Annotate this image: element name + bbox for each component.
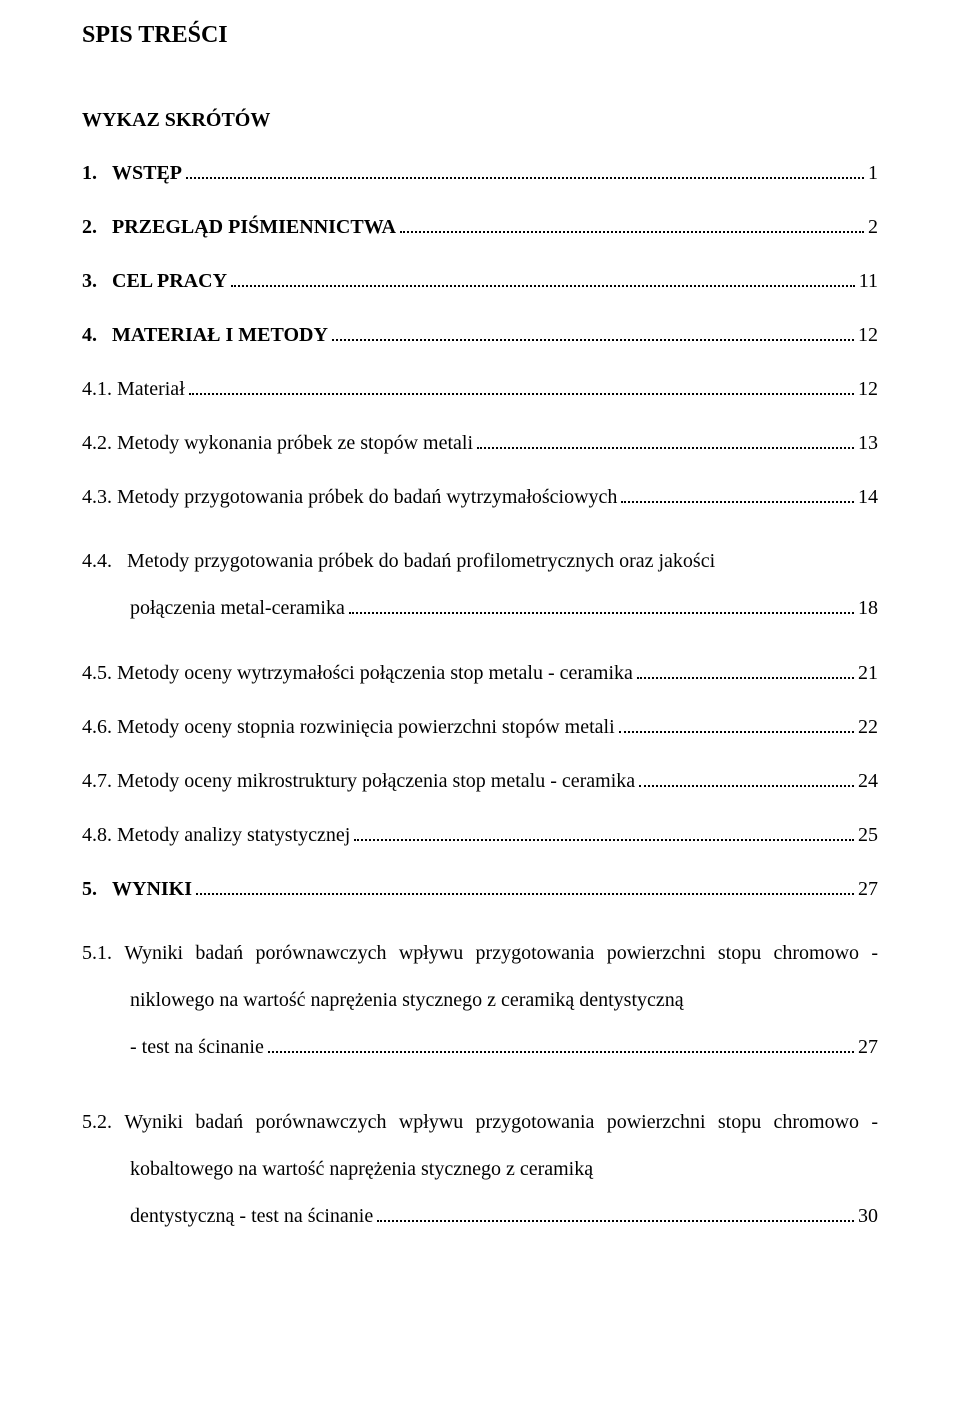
toc-leader [189,393,854,395]
toc-entry: 4.2. Metody wykonania próbek ze stopów m… [82,430,878,456]
toc-entry: 5. WYNIKI 27 [82,876,878,902]
toc-entry: 4. MATERIAŁ I METODY 12 [82,322,878,348]
toc-leader [186,177,864,179]
toc-label: Metody wykonania próbek ze stopów metali [117,430,473,456]
toc-leader [621,501,854,503]
toc-leader [619,731,854,733]
toc-page: 11 [859,268,878,294]
toc-number: 4.8. [82,822,112,848]
toc-page: 14 [858,484,878,510]
toc-leader [349,612,854,614]
toc-number: 5.2. [82,1111,112,1133]
toc-number: 4.6. [82,714,112,740]
toc-entry: 4.4. Metody przygotowania próbek do bada… [82,538,878,632]
toc-label: 5.2. Wyniki badań porównawczych wpływu p… [82,1111,878,1180]
toc-number: 5.1. [82,942,112,964]
toc-leader [400,231,864,233]
toc-label-tail: - test na ścinanie [130,1024,264,1071]
toc-label-tail: dentystyczną - test na ścinanie [130,1193,373,1240]
page-title: SPIS TREŚCI [82,22,878,49]
toc-label: Metody oceny wytrzymałości połączenia st… [117,660,633,686]
toc-label-tail: połączenia metal-ceramika [130,585,345,632]
toc-leader [639,785,854,787]
toc-leader [231,285,855,287]
toc-page: 12 [858,376,878,402]
toc-leader [354,839,854,841]
toc-label: WYNIKI [112,876,192,902]
toc-page: 27 [858,876,878,902]
toc-entry: 5.2. Wyniki badań porównawczych wpływu p… [82,1099,878,1240]
toc-number: 4.1. [82,376,112,402]
toc-number: 4.3. [82,484,112,510]
toc-label: WSTĘP [112,160,182,186]
toc-number: 4.5. [82,660,112,686]
toc-page: 27 [858,1024,878,1071]
toc-label: Metody oceny mikrostruktury połączenia s… [117,768,635,794]
toc-entry: 5.1. Wyniki badań porównawczych wpływu p… [82,930,878,1071]
toc-page: 13 [858,430,878,456]
toc-label: Materiał [117,376,185,402]
toc-leader [637,677,854,679]
toc-leader [477,447,854,449]
toc-label: MATERIAŁ I METODY [112,322,328,348]
toc-entry: 4.7. Metody oceny mikrostruktury połącze… [82,768,878,794]
toc-entry: 1. WSTĘP 1 [82,160,878,186]
toc-label: Metody analizy statystycznej [117,822,350,848]
toc-page: 21 [858,660,878,686]
toc-entry: 4.6. Metody oceny stopnia rozwinięcia po… [82,714,878,740]
toc-number: 4.2. [82,430,112,456]
toc-entry: 4.1. Materiał 12 [82,376,878,402]
toc-entry: 4.5. Metody oceny wytrzymałości połączen… [82,660,878,686]
toc-entry: 3. CEL PRACY 11 [82,268,878,294]
toc-label: 4.4. Metody przygotowania próbek do bada… [82,550,715,572]
toc-number: 4.4. [82,550,112,572]
toc-entry: 4.3. Metody przygotowania próbek do bada… [82,484,878,510]
toc-label: 5.1. Wyniki badań porównawczych wpływu p… [82,942,878,1011]
toc-page: 22 [858,714,878,740]
toc-list: 1. WSTĘP 1 2. PRZEGLĄD PIŚMIENNICTWA 2 3… [82,160,878,1240]
toc-label: CEL PRACY [112,268,227,294]
toc-leader [196,893,854,895]
toc-page: 1 [868,160,878,186]
toc-label: Metody przygotowania próbek do badań wyt… [117,484,617,510]
toc-page: 12 [858,322,878,348]
toc-leader [268,1051,854,1053]
abbreviations-heading: WYKAZ SKRÓTÓW [82,109,878,132]
toc-number: 1. [82,160,97,186]
toc-leader [377,1220,854,1222]
toc-number: 4. [82,322,97,348]
toc-number: 2. [82,214,97,240]
toc-page: 30 [858,1193,878,1240]
toc-leader [332,339,854,341]
toc-label: Metody oceny stopnia rozwinięcia powierz… [117,714,615,740]
toc-entry: 2. PRZEGLĄD PIŚMIENNICTWA 2 [82,214,878,240]
toc-label: PRZEGLĄD PIŚMIENNICTWA [112,214,396,240]
toc-page: 2 [868,214,878,240]
toc-entry: 4.8. Metody analizy statystycznej 25 [82,822,878,848]
toc-page: 18 [858,585,878,632]
toc-number: 4.7. [82,768,112,794]
toc-number: 5. [82,876,97,902]
toc-page: 25 [858,822,878,848]
toc-number: 3. [82,268,97,294]
toc-page: 24 [858,768,878,794]
